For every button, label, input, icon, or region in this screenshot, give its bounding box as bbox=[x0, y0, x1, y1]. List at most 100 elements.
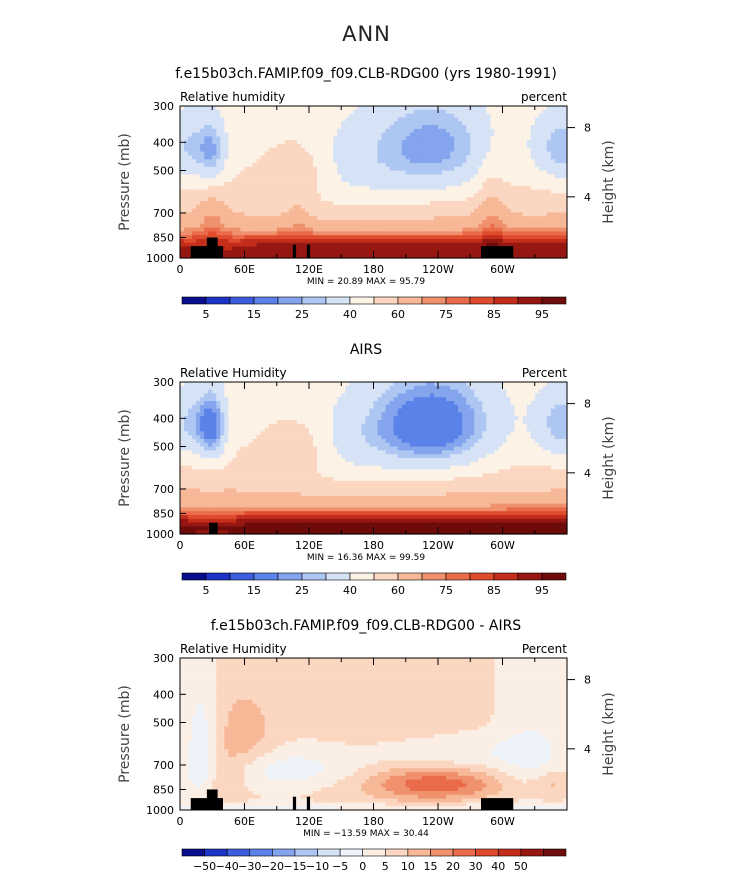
heatmap-cell bbox=[268, 408, 274, 413]
heatmap-cell bbox=[313, 182, 318, 187]
heatmap-cell bbox=[345, 159, 350, 164]
heatmap-cell bbox=[192, 136, 197, 141]
heatmap-cell bbox=[196, 109, 201, 115]
heatmap-cell bbox=[313, 185, 318, 191]
heatmap-cell bbox=[264, 469, 270, 474]
heatmap-cell bbox=[337, 193, 342, 198]
heatmap-cell bbox=[369, 155, 375, 160]
heatmap-cell bbox=[208, 492, 213, 497]
heatmap-cell bbox=[433, 246, 439, 251]
heatmap-cell bbox=[272, 151, 278, 156]
heatmap-cell bbox=[349, 144, 354, 149]
heatmap-cell bbox=[260, 197, 266, 202]
heatmap-cell bbox=[429, 174, 435, 179]
heatmap-cell bbox=[433, 109, 439, 115]
heatmap-cell bbox=[208, 496, 213, 501]
heatmap-cell bbox=[264, 246, 270, 251]
heatmap-cell bbox=[256, 220, 262, 225]
heatmap-cell bbox=[313, 151, 318, 156]
heatmap-cell bbox=[514, 182, 520, 187]
heatmap-cell bbox=[425, 128, 431, 134]
heatmap-cell bbox=[417, 208, 423, 213]
heatmap-cell bbox=[244, 189, 250, 194]
heatmap-cell bbox=[397, 155, 403, 160]
heatmap-cell bbox=[562, 178, 568, 183]
heatmap-cell bbox=[248, 404, 254, 410]
heatmap-cell bbox=[204, 492, 209, 497]
heatmap-cell bbox=[232, 185, 238, 191]
heatmap-cell bbox=[433, 254, 439, 259]
heatmap-cell bbox=[188, 216, 193, 221]
heatmap-cell bbox=[498, 159, 504, 164]
heatmap-cell bbox=[373, 174, 379, 179]
heatmap-cell bbox=[458, 231, 463, 236]
heatmap-cell bbox=[284, 144, 290, 149]
heatmap-cell bbox=[494, 193, 500, 198]
heatmap-cell bbox=[184, 235, 189, 240]
heatmap-cell bbox=[260, 223, 266, 229]
heatmap-cell bbox=[232, 242, 238, 248]
heatmap-cell bbox=[184, 496, 189, 501]
heatmap-cell bbox=[397, 106, 403, 111]
heatmap-cell bbox=[433, 242, 439, 248]
heatmap-cell bbox=[180, 159, 185, 164]
heatmap-cell bbox=[248, 480, 254, 486]
heatmap-cell bbox=[530, 227, 536, 232]
min-max-stats: MIN = 20.89 MAX = 95.79 bbox=[307, 277, 425, 287]
heatmap-cell bbox=[377, 155, 383, 160]
heatmap-cell bbox=[284, 216, 290, 221]
heatmap-cell bbox=[196, 385, 201, 391]
heatmap-cell bbox=[200, 121, 205, 126]
heatmap-cell bbox=[216, 404, 221, 410]
heatmap-cell bbox=[438, 197, 443, 202]
heatmap-cell bbox=[256, 442, 262, 448]
heatmap-cell bbox=[558, 223, 564, 229]
heatmap-cell bbox=[385, 106, 391, 111]
heatmap-cell bbox=[389, 151, 395, 156]
heatmap-cell bbox=[550, 242, 556, 248]
heatmap-cell bbox=[268, 223, 274, 229]
heatmap-cell bbox=[288, 159, 294, 164]
heatmap-cell bbox=[450, 208, 455, 213]
heatmap-cell bbox=[292, 235, 298, 240]
heatmap-cell bbox=[490, 163, 496, 168]
heatmap-cell bbox=[450, 178, 455, 183]
heatmap-cell bbox=[425, 223, 431, 229]
heatmap-cell bbox=[421, 212, 427, 217]
heatmap-cell bbox=[196, 382, 201, 387]
heatmap-cell bbox=[268, 231, 274, 236]
heatmap-cell bbox=[401, 147, 407, 153]
heatmap-cell bbox=[268, 208, 274, 213]
heatmap-cell bbox=[429, 136, 435, 141]
heatmap-cell bbox=[514, 144, 520, 149]
heatmap-cell bbox=[482, 128, 487, 134]
heatmap-cell bbox=[192, 454, 197, 459]
heatmap-cell bbox=[405, 174, 411, 179]
heatmap-cell bbox=[393, 121, 399, 126]
heatmap-cell bbox=[385, 113, 391, 118]
heatmap-cell bbox=[248, 201, 254, 206]
heatmap-cell bbox=[546, 250, 552, 255]
heatmap-cell bbox=[216, 412, 221, 417]
heatmap-cell bbox=[304, 197, 310, 202]
heatmap-cell bbox=[482, 182, 487, 187]
heatmap-cell bbox=[490, 185, 496, 191]
heatmap-cell bbox=[474, 140, 479, 145]
heatmap-cell bbox=[518, 235, 524, 240]
heatmap-cell bbox=[317, 140, 322, 145]
heatmap-cell bbox=[341, 239, 346, 244]
heatmap-cell bbox=[292, 189, 298, 194]
heatmap-cell bbox=[490, 212, 496, 217]
heatmap-cell bbox=[200, 461, 205, 467]
heatmap-cell bbox=[256, 239, 262, 244]
heatmap-cell bbox=[554, 125, 560, 130]
heatmap-cell bbox=[385, 163, 391, 168]
heatmap-cell bbox=[365, 151, 371, 156]
heatmap-cell bbox=[546, 136, 552, 141]
heatmap-cell bbox=[224, 132, 229, 137]
heatmap-cell bbox=[220, 155, 225, 160]
heatmap-cell bbox=[401, 106, 407, 111]
heatmap-cell bbox=[256, 435, 262, 440]
heatmap-cell bbox=[232, 208, 238, 213]
heatmap-cell bbox=[361, 151, 367, 156]
